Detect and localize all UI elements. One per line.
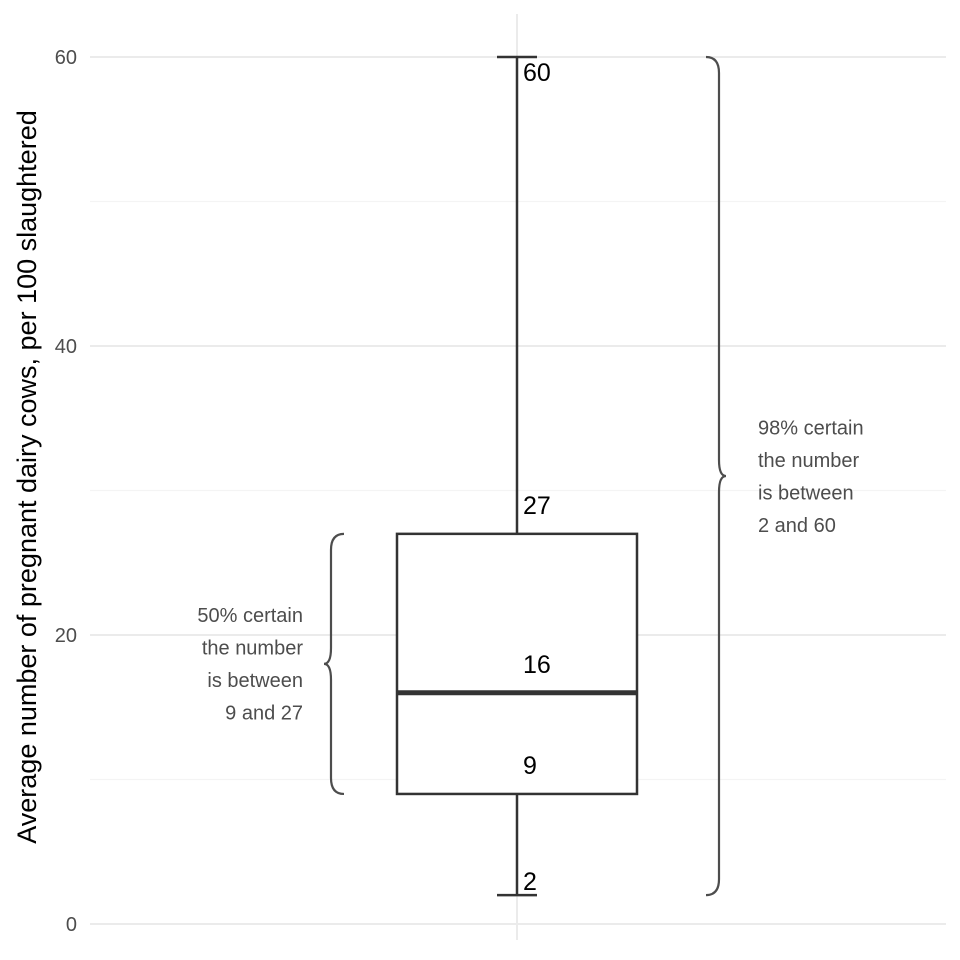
value-label-9: 9 (523, 752, 537, 780)
y-axis-ticks: 0 20 40 60 (55, 47, 77, 936)
range-98-text-line: 98% certain (758, 417, 864, 439)
range-50-text-line: is between (207, 670, 303, 692)
y-axis-label: Average number of pregnant dairy cows, p… (12, 110, 42, 843)
value-label-60: 60 (523, 59, 551, 87)
y-tick-label: 20 (55, 625, 77, 647)
y-tick-label: 40 (55, 336, 77, 358)
range-50-brace (323, 532, 345, 796)
y-tick-label: 60 (55, 47, 77, 69)
range-98-text-line: is between (758, 482, 854, 504)
value-labels: 60 27 16 9 2 (523, 59, 551, 896)
range-98-text-line: 2 and 60 (758, 515, 836, 537)
y-tick-label: 0 (66, 914, 77, 936)
range-50-text-line: the number (202, 638, 304, 660)
value-label-16: 16 (523, 651, 551, 679)
range-50-text-line: 9 and 27 (225, 703, 303, 725)
box-and-whiskers (395, 55, 639, 897)
range-98-text-line: the number (758, 450, 860, 472)
range-50-text-line: 50% certain (197, 605, 303, 627)
value-label-2: 2 (523, 868, 537, 896)
value-label-27: 27 (523, 492, 551, 520)
range-98-brace (705, 55, 727, 897)
annotations: 50% certain the number is between 9 and 27 9… (197, 55, 864, 897)
interquartile-box (395, 532, 639, 796)
